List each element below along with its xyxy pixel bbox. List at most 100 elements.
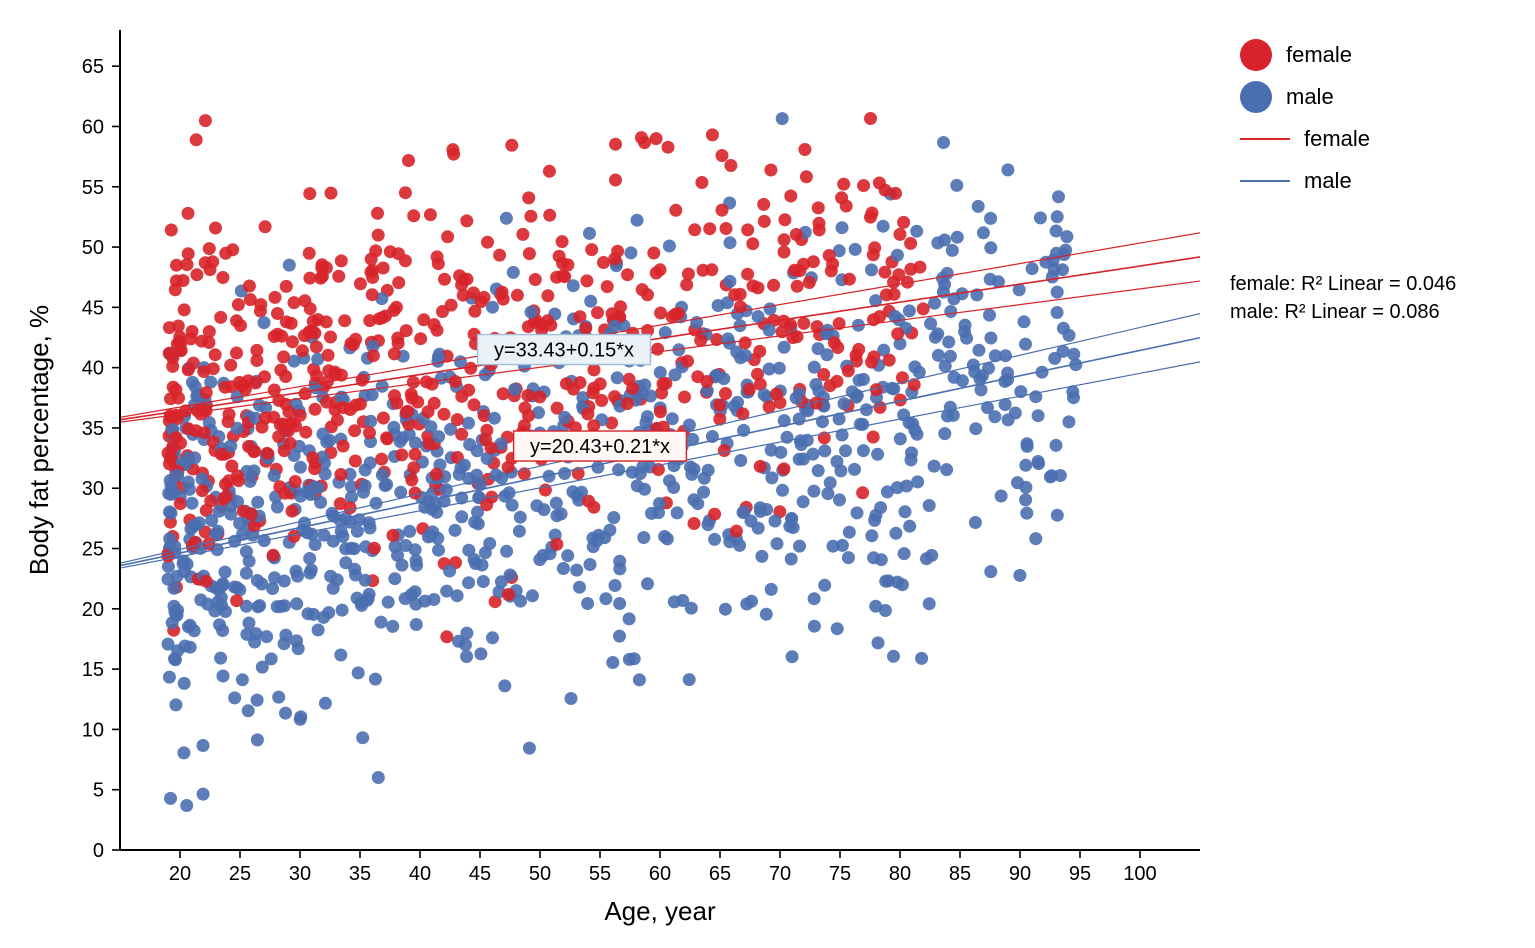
female-point (280, 280, 293, 293)
male-point (685, 468, 698, 481)
female-point (511, 289, 524, 302)
female-point (857, 179, 870, 192)
female-point (873, 177, 886, 190)
male-point (405, 588, 418, 601)
male-point (950, 179, 963, 192)
female-point (174, 437, 187, 450)
female-point (303, 272, 316, 285)
female-point (167, 381, 180, 394)
male-point (164, 792, 177, 805)
female-point (335, 254, 348, 267)
y-tick-label: 10 (82, 719, 104, 741)
female-point (400, 324, 413, 337)
female-point (329, 366, 342, 379)
male-point (923, 597, 936, 610)
male-point (256, 661, 269, 674)
female-point (784, 190, 797, 203)
female-point (405, 474, 418, 487)
male-point (776, 112, 789, 125)
male-point (359, 574, 372, 587)
female-point (204, 495, 217, 508)
male-point (896, 578, 909, 591)
female-point (757, 198, 770, 211)
female-point (178, 303, 191, 316)
male-point (355, 599, 368, 612)
female-point (377, 412, 390, 425)
female-point (497, 387, 510, 400)
female-point (409, 487, 422, 500)
male-point (169, 698, 182, 711)
female-point (278, 444, 291, 457)
male-point (440, 585, 453, 598)
male-point (661, 532, 674, 545)
female-point (259, 220, 272, 233)
male-point (525, 306, 538, 319)
male-point (253, 599, 266, 612)
male-point (938, 427, 951, 440)
x-tick-label: 100 (1123, 863, 1156, 885)
x-tick-label: 90 (1009, 863, 1031, 885)
female-point (322, 349, 335, 362)
female-point (371, 207, 384, 220)
male-point (877, 220, 890, 233)
female-point (407, 376, 420, 389)
male-point (587, 532, 600, 545)
female-point (190, 133, 203, 146)
female-point (743, 383, 756, 396)
male-point (498, 490, 511, 503)
male-point (459, 638, 472, 651)
y-tick-label: 25 (82, 539, 104, 561)
female-point (718, 444, 731, 457)
male-point (432, 544, 445, 557)
x-axis-label: Age, year (604, 896, 716, 926)
female-point (272, 430, 285, 443)
female-point (190, 268, 203, 281)
female-point (778, 233, 791, 246)
x-tick-label: 35 (349, 863, 371, 885)
male-point (403, 525, 416, 538)
male-point (359, 464, 372, 477)
male-point (514, 511, 527, 524)
female-point (288, 530, 301, 543)
male-point (920, 552, 933, 565)
x-tick-label: 40 (409, 863, 431, 885)
female-point (752, 281, 765, 294)
female-point (791, 280, 804, 293)
female-point (431, 324, 444, 337)
female-point (523, 247, 536, 260)
male-point (162, 573, 175, 586)
male-point (462, 417, 475, 430)
female-point (812, 201, 825, 214)
female-point (891, 327, 904, 340)
male-point (785, 553, 798, 566)
legend-label: male (1304, 168, 1352, 193)
male-point (611, 371, 624, 384)
male-point (1051, 210, 1064, 223)
female-point (324, 331, 337, 344)
male-point (468, 553, 481, 566)
female-point (199, 114, 212, 127)
male-point (375, 616, 388, 629)
female-point (289, 475, 302, 488)
male-point (942, 336, 955, 349)
female-point (409, 448, 422, 461)
male-point (683, 673, 696, 686)
female-point (422, 405, 435, 418)
female-point (695, 176, 708, 189)
male-point (951, 231, 964, 244)
male-point (458, 459, 471, 472)
male-point (339, 556, 352, 569)
female-point (380, 431, 393, 444)
male-point (1052, 190, 1065, 203)
female-point (296, 344, 309, 357)
male-point (769, 515, 782, 528)
female-point (407, 209, 420, 222)
female-point (601, 280, 614, 293)
female-point (169, 283, 182, 296)
male-point (424, 420, 437, 433)
male-point (983, 309, 996, 322)
male-point (169, 653, 182, 666)
male-point (1032, 455, 1045, 468)
male-point (1021, 440, 1034, 453)
female-point (349, 455, 362, 468)
